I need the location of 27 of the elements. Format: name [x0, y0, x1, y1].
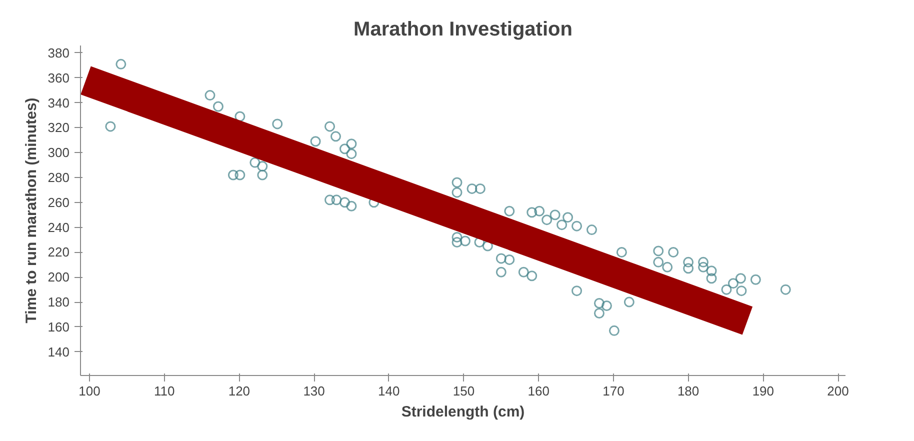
x-tick-label: 200 — [827, 384, 849, 398]
y-tick-label: 240 — [48, 220, 70, 235]
y-tick-label: 140 — [48, 344, 70, 360]
x-axis-title: Stridelength (cm) — [401, 404, 525, 420]
x-tick-label: 180 — [677, 384, 700, 398]
y-tick-label: 360 — [48, 70, 70, 86]
x-tick-label: 100 — [78, 384, 100, 398]
x-tick-label: 140 — [378, 384, 400, 398]
x-tick-label: 160 — [528, 384, 550, 398]
y-tick-label: 300 — [48, 145, 70, 160]
y-tick-label: 280 — [48, 170, 70, 185]
x-tick-label: 190 — [752, 384, 774, 398]
y-tick-label: 200 — [48, 270, 70, 285]
x-tick-label: 130 — [303, 384, 325, 398]
y-tick-label: 340 — [48, 95, 70, 110]
x-tick-label: 120 — [228, 384, 250, 398]
x-tick-label: 150 — [452, 384, 475, 398]
chart-title: Marathon Investigation — [354, 18, 572, 40]
x-tick-label: 110 — [154, 384, 175, 398]
y-tick-label: 160 — [48, 319, 70, 334]
y-tick-label: 260 — [48, 194, 70, 210]
y-tick-label: 380 — [48, 45, 70, 60]
y-axis-title: Time to run marathon (minutes) — [22, 98, 40, 324]
y-tick-label: 220 — [48, 244, 70, 260]
y-tick-label: 320 — [48, 120, 70, 136]
y-tick-label: 180 — [48, 294, 70, 310]
x-tick-label: 170 — [602, 384, 624, 398]
